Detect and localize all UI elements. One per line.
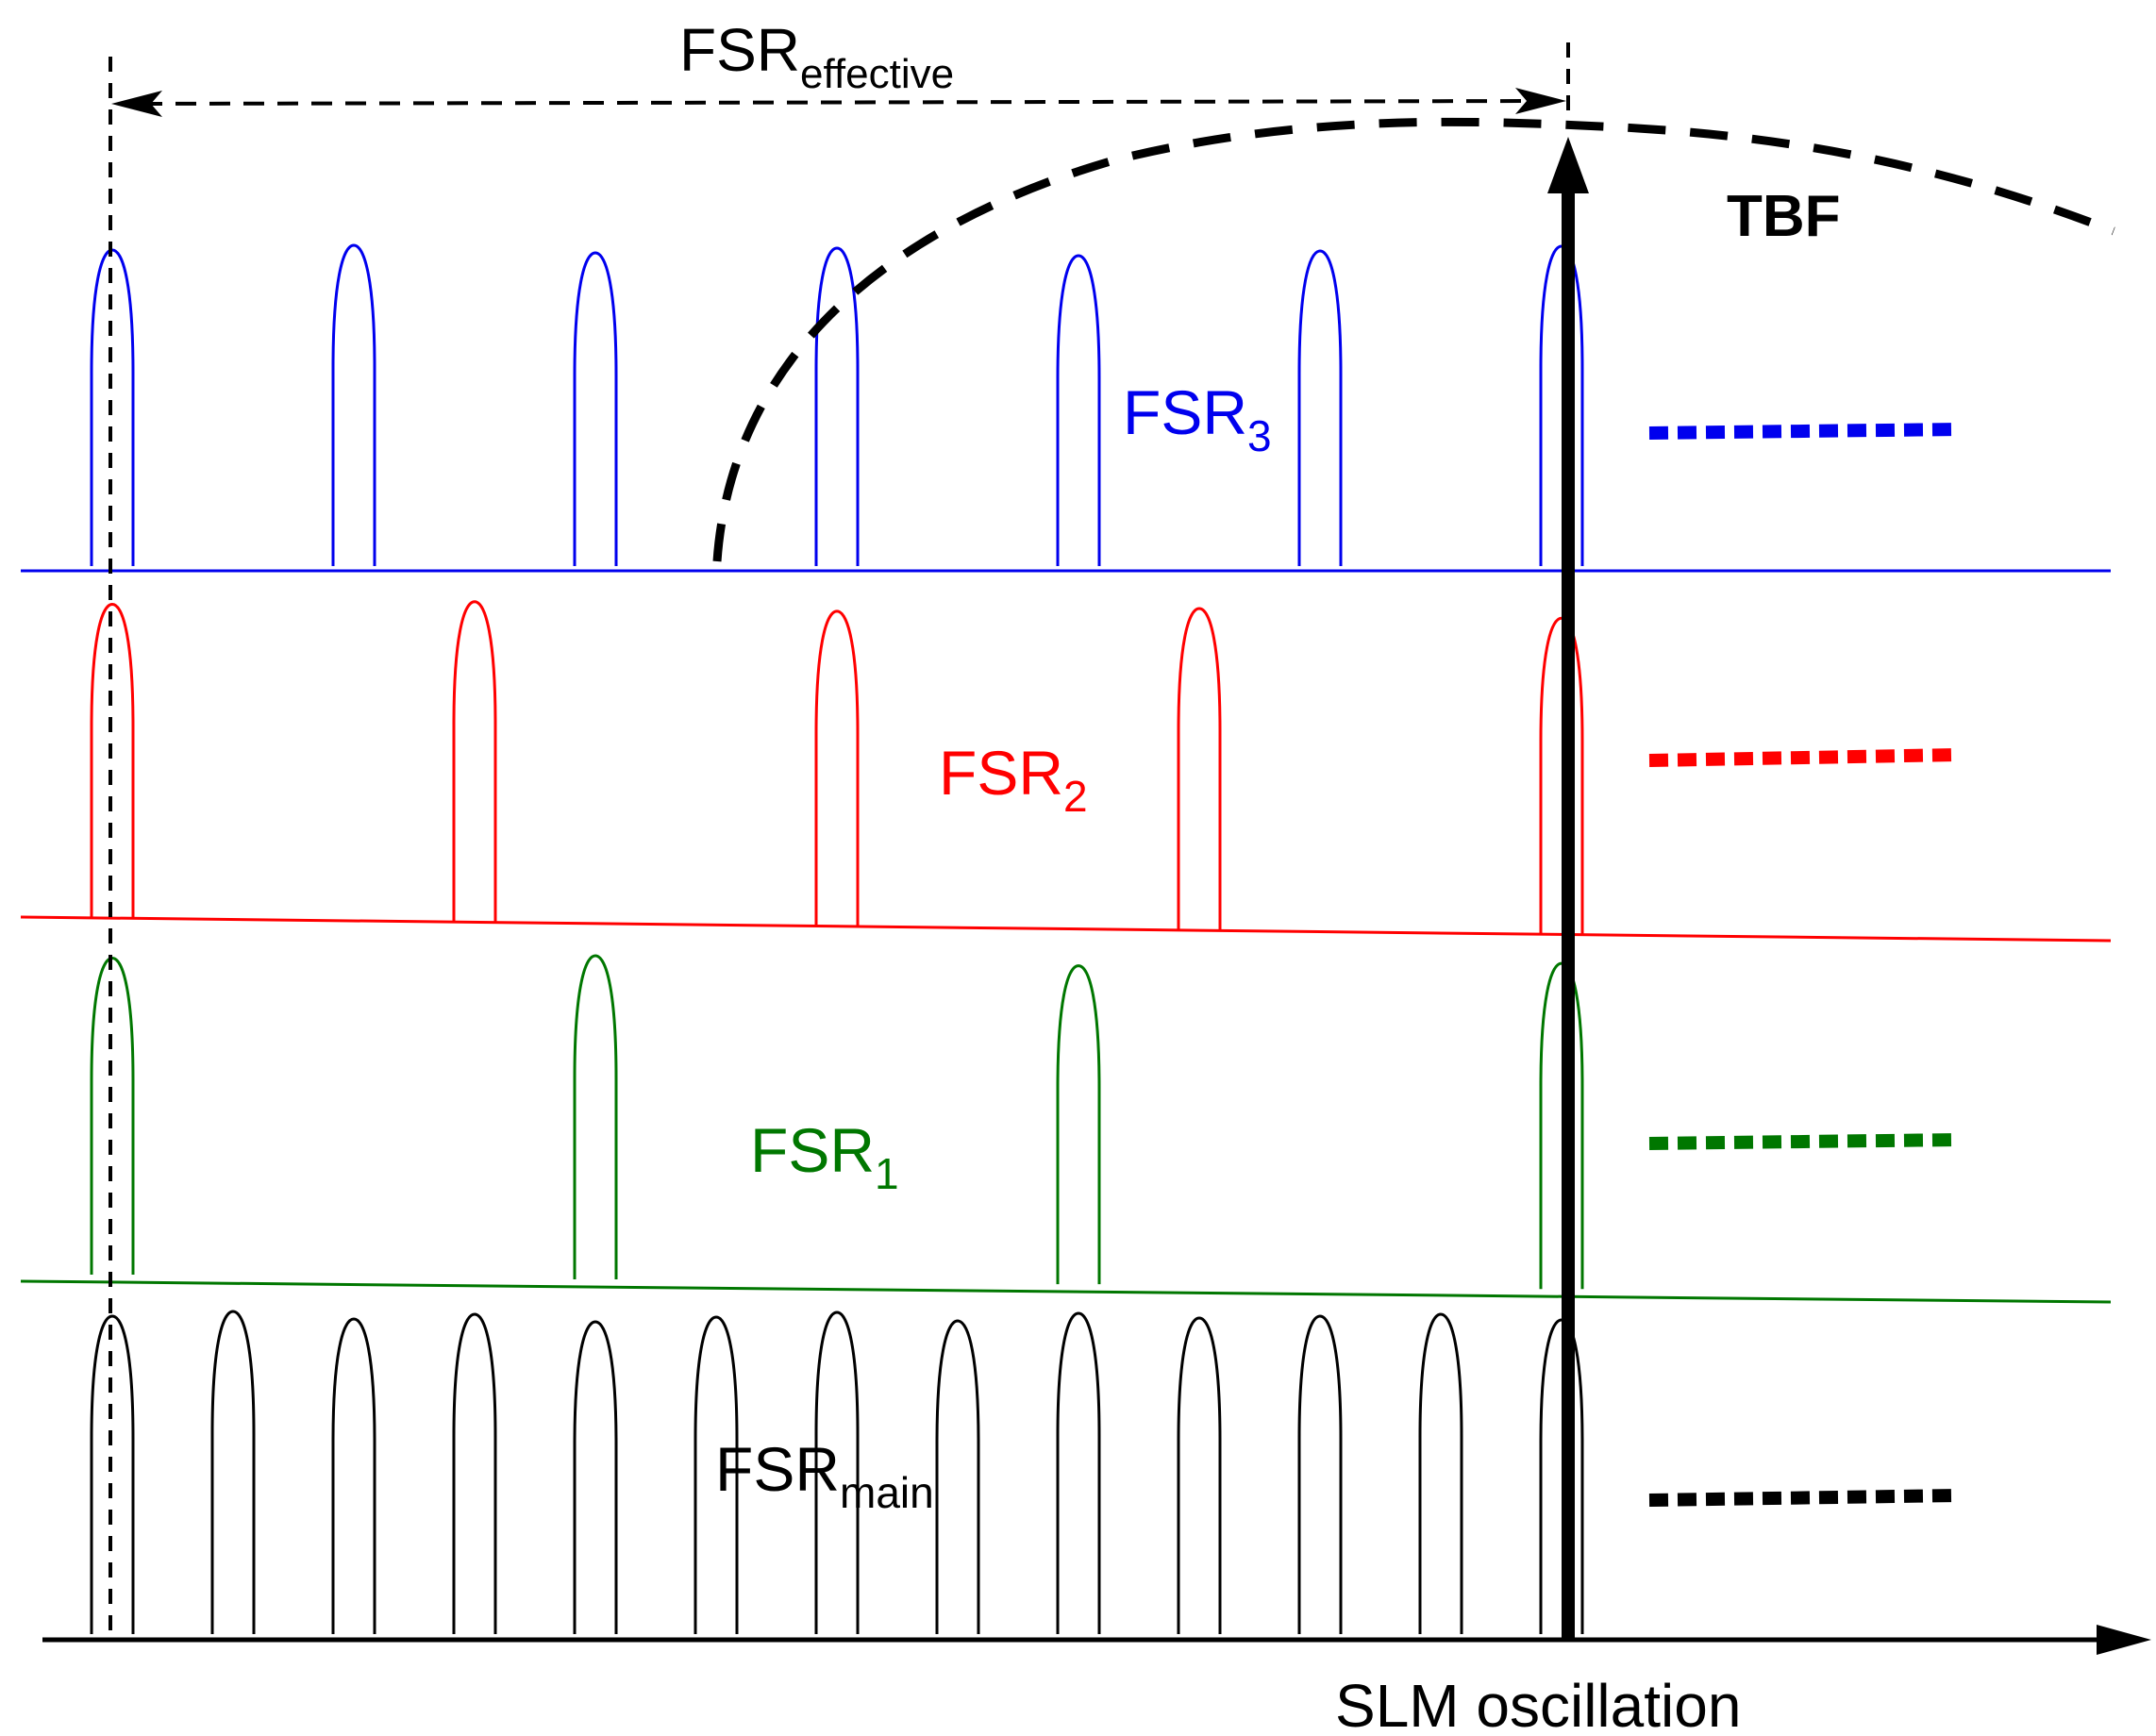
fsr2-label: FSR2 [939, 738, 1088, 821]
fsr2-peak [452, 600, 497, 923]
fsr2-peak [1177, 607, 1222, 931]
fsr3-continuation-dots [1648, 423, 1959, 440]
fsr2-peaks [90, 600, 1584, 935]
slm-selected-mode-arrowhead [1547, 137, 1589, 193]
fsr-effective-label: FSReffective [679, 16, 954, 97]
fsr-main-peak [1418, 1312, 1463, 1634]
fsr-main-peak [1297, 1314, 1343, 1634]
tbf-label: TBF [1727, 184, 1841, 249]
fsr3-peak [814, 246, 860, 566]
fsr-main-peak [573, 1320, 618, 1634]
fsr2-baseline [20, 915, 2112, 943]
fsr-main-peak [1177, 1316, 1222, 1634]
x-axis-arrowhead [2097, 1625, 2151, 1655]
fsr1-baseline [20, 1279, 2112, 1304]
fsr-main-peak [452, 1312, 497, 1634]
fsr1-peak [1056, 964, 1101, 1285]
fsr-effective-right-arrowhead [1515, 88, 1566, 114]
fsr-main-peaks [90, 1310, 1584, 1634]
fsr-main-label: FSRmain [715, 1434, 934, 1517]
fsr1-continuation-dots [1648, 1133, 1959, 1150]
fsr3-label: FSR3 [1123, 377, 1272, 460]
fsr3-peak [1297, 249, 1343, 566]
fsr-effective-arrow-line [141, 99, 1539, 106]
fsr3-peak [1056, 254, 1101, 566]
fsr-main-continuation-dots [1648, 1489, 1959, 1507]
fsr-main-peak [331, 1317, 376, 1634]
tbf-curve [712, 117, 2115, 562]
fsr-main-peak [1056, 1311, 1101, 1634]
fsr2-peak [814, 609, 860, 926]
fsr3-peak [331, 243, 376, 566]
fsr2-continuation-dots [1648, 748, 1959, 767]
fsr-main-peak [210, 1310, 256, 1634]
fsr1-label: FSR1 [750, 1115, 899, 1198]
fsr1-peak [573, 954, 618, 1280]
fsr-main-peak [814, 1310, 860, 1634]
x-axis-label: SLM oscillation [1335, 1672, 1741, 1736]
fsr-main-peak [694, 1315, 739, 1634]
fsr2-peak [90, 603, 135, 919]
fsr3-peaks [90, 243, 1584, 566]
fsr3-peak [573, 251, 618, 566]
fsr-effective-left-arrowhead [111, 91, 162, 117]
fsr-main-peak [90, 1314, 135, 1634]
fsr-main-peak [935, 1319, 980, 1634]
